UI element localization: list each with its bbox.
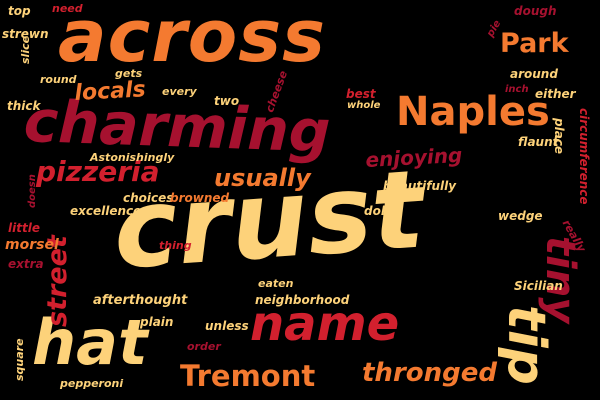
word: gets [115,67,143,80]
word: charming [22,87,332,166]
word: doll [364,204,390,218]
word: browned [170,191,230,205]
word: flaunt [518,135,559,149]
word: slice [19,35,32,64]
word: hat [32,306,148,379]
word: top [8,4,31,18]
word: Park [500,28,569,59]
word: enjoying [364,142,463,172]
word: Tremont [180,359,316,393]
word: order [187,340,221,353]
word: morsel [5,237,59,253]
word: Sicilian [514,279,563,293]
word: little [8,221,40,235]
word: across [58,0,326,78]
word: usually [214,164,311,192]
word: either [535,87,576,101]
word: Astonishingly [90,151,175,164]
word: around [510,67,558,81]
word: best [346,87,376,101]
word: Naples [396,89,550,135]
word: eaten [258,277,294,290]
word: extra [8,257,44,271]
word: pizzeria [36,155,160,188]
word: thronged [362,358,497,388]
word: excellence [70,204,142,218]
word: every [162,85,197,98]
word: dough [514,4,557,18]
word: thick [7,99,41,113]
word: square [13,338,26,381]
word: wedge [498,209,543,223]
word: two [214,94,240,108]
word: pepperoni [60,377,124,390]
word: afterthought [93,293,188,308]
word: round [40,73,77,86]
word: plain [140,315,174,329]
word: beautifully [383,179,457,193]
word: need [52,2,83,15]
word: unless [205,319,249,333]
word: neighborhood [255,293,350,307]
word: choices [123,191,174,205]
word: circumference [577,108,591,205]
word: locals [73,77,147,106]
word: place [552,118,566,155]
word: strewn [2,27,49,41]
word: doesn [27,174,38,208]
word: inch [505,84,529,95]
word: tip [496,305,556,385]
word: whole [347,100,381,111]
word: name [250,296,400,352]
word: thing [159,239,192,252]
